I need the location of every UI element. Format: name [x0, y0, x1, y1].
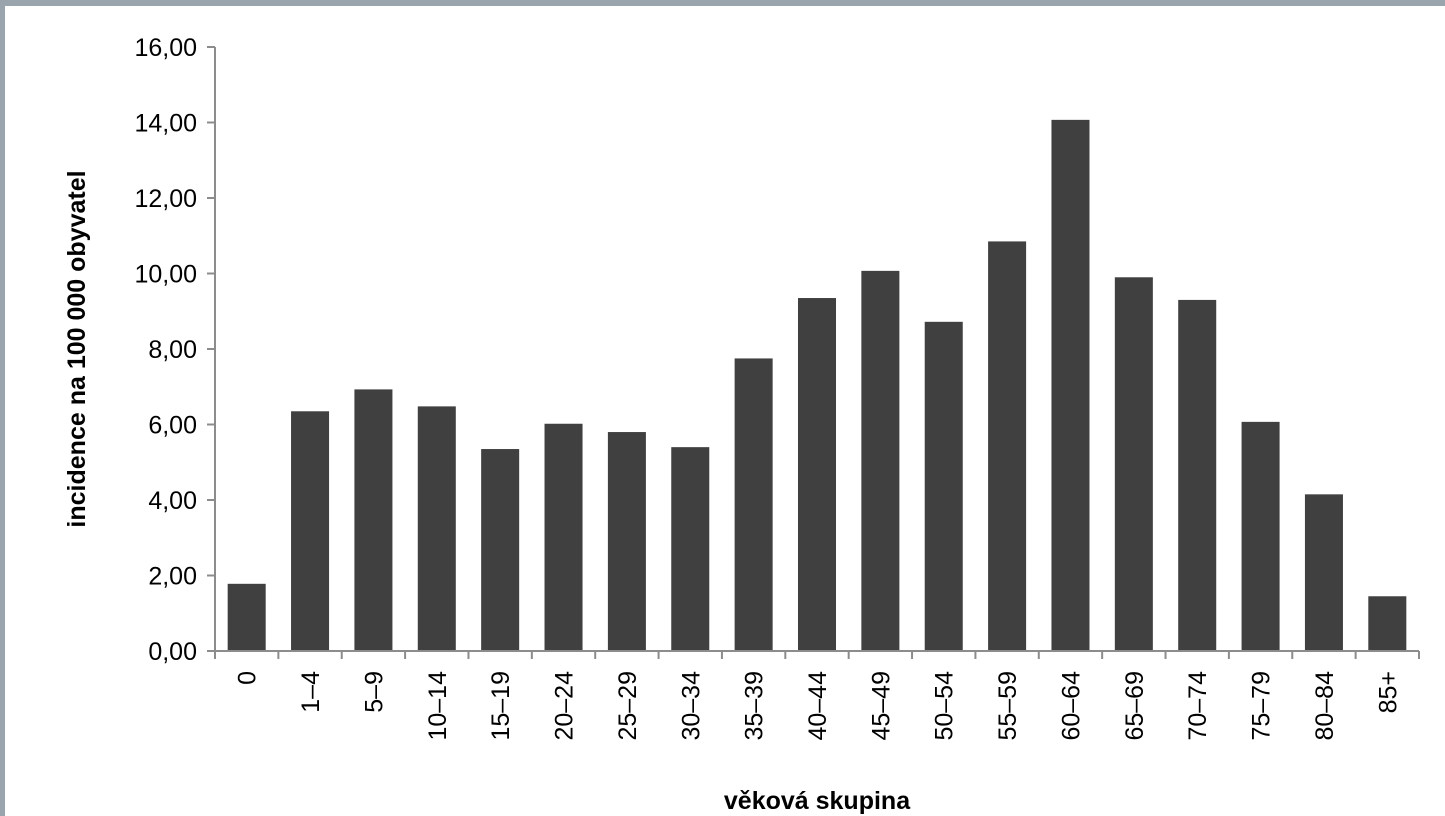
bar-12: [988, 241, 1027, 651]
axes-group: 0,00 2,00 4,00 6,00 8,00 10,00 12,00 14,00 16,00…: [134, 34, 1420, 741]
bar-15: [1178, 299, 1217, 651]
bar-13: [1051, 119, 1090, 652]
bar-4: [481, 449, 520, 651]
bar-8: [734, 358, 773, 651]
bar-7: [671, 447, 710, 651]
x-tick-label-7: 30–34: [677, 671, 705, 741]
x-tick-label-3: 10–14: [424, 671, 452, 741]
bar-0: [227, 583, 266, 651]
x-tick-label-10: 45–49: [867, 671, 895, 741]
y-tick-label-7: 14,00: [134, 110, 197, 138]
y-tick-label-2: 4,00: [148, 487, 197, 515]
y-tick-label-8: 16,00: [134, 34, 197, 62]
x-tick-label-12: 55–59: [994, 671, 1022, 741]
y-tick-label-0: 0,00: [148, 638, 197, 666]
bar-1: [291, 411, 330, 651]
x-tick-label-11: 50–54: [931, 671, 959, 741]
x-tick-label-9: 40–44: [804, 671, 832, 741]
x-tick-label-18: 85+: [1374, 671, 1402, 713]
x-tick-label-17: 80–84: [1311, 671, 1339, 741]
bar-chart: 0,00 2,00 4,00 6,00 8,00 10,00 12,00 14,00 16,00…: [63, 34, 1420, 815]
x-tick-label-8: 35–39: [741, 671, 769, 741]
x-tick-label-1: 1–4: [297, 671, 325, 713]
chart-frame: 0,00 2,00 4,00 6,00 8,00 10,00 12,00 14,00 16,00…: [5, 6, 1445, 816]
bar-18: [1368, 596, 1407, 651]
bars-group: [227, 119, 1407, 652]
bar-5: [544, 423, 583, 651]
x-tick-label-6: 25–29: [614, 671, 642, 741]
x-tick-label-0: 0: [234, 671, 262, 685]
x-tick-label-15: 70–74: [1184, 671, 1212, 741]
bar-9: [797, 298, 837, 651]
x-axis-title: věková skupina: [724, 787, 911, 815]
y-tick-label-1: 2,00: [148, 563, 197, 591]
bar-2: [354, 389, 393, 651]
bar-10: [861, 270, 900, 651]
y-axis-title: incidence na 100 000 obyvatel: [63, 170, 91, 527]
bar-3: [417, 406, 456, 651]
x-tick-label-13: 60–64: [1057, 671, 1085, 741]
x-tick-label-2: 5–9: [360, 671, 388, 713]
bar-17: [1304, 494, 1343, 651]
y-tick-label-5: 10,00: [134, 261, 197, 289]
bar-6: [607, 432, 646, 651]
bar-14: [1114, 277, 1153, 651]
x-tick-label-4: 15–19: [487, 671, 515, 741]
x-tick-label-5: 20–24: [551, 671, 579, 741]
x-tick-label-14: 65–69: [1121, 671, 1149, 741]
y-tick-label-6: 12,00: [134, 185, 197, 213]
bar-16: [1241, 421, 1280, 651]
bar-11: [924, 321, 963, 651]
y-tick-label-4: 8,00: [148, 336, 197, 364]
x-tick-label-16: 75–79: [1248, 671, 1276, 741]
y-tick-label-3: 6,00: [148, 412, 197, 440]
